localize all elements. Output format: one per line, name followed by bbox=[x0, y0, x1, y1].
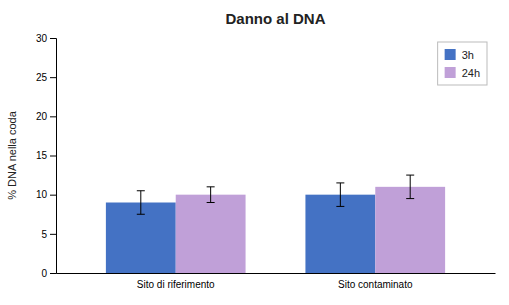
x-axis: Sito di riferimento Sito contaminato bbox=[57, 273, 496, 290]
marks bbox=[106, 175, 445, 273]
tick: 25 bbox=[36, 72, 56, 83]
legend-label: 24h bbox=[462, 67, 480, 79]
tick-label: 20 bbox=[36, 111, 48, 122]
tick: Sito contaminato bbox=[338, 273, 413, 290]
tick-mark bbox=[50, 77, 56, 78]
tick-mark bbox=[50, 234, 56, 235]
tick-label: 25 bbox=[36, 72, 48, 83]
y-axis-title: % DNA nella coda bbox=[6, 110, 18, 200]
legend: 3h 24h bbox=[438, 42, 487, 85]
legend-swatch bbox=[445, 67, 456, 78]
series-0 bbox=[106, 183, 375, 273]
tick-label: Sito contaminato bbox=[338, 279, 413, 290]
bar bbox=[176, 195, 246, 273]
plot-area: 0 5 10 15 20 25 30 Sito di riferimento Sito cont… bbox=[36, 33, 496, 290]
tick-mark bbox=[50, 116, 56, 117]
tick-label: 10 bbox=[36, 189, 48, 200]
error-bar bbox=[137, 191, 145, 215]
tick-label: 30 bbox=[36, 33, 48, 44]
y-axis: 0 5 10 15 20 25 30 bbox=[36, 33, 57, 279]
series-1 bbox=[176, 175, 445, 273]
legend-swatch bbox=[445, 49, 456, 60]
error-bar bbox=[406, 175, 414, 199]
tick-label: 5 bbox=[41, 229, 47, 240]
tick: 10 bbox=[36, 189, 56, 200]
tick-mark bbox=[50, 273, 56, 274]
tick-mark bbox=[50, 195, 56, 196]
tick: 5 bbox=[41, 229, 56, 240]
chart-container: Danno al DNA 0 5 10 15 20 25 30 Sito di riferime… bbox=[0, 0, 509, 305]
tick: 30 bbox=[36, 33, 56, 44]
tick: Sito di riferimento bbox=[137, 273, 215, 290]
tick-label: 15 bbox=[36, 150, 48, 161]
chart-title: Danno al DNA bbox=[225, 10, 325, 27]
tick: 20 bbox=[36, 111, 56, 122]
tick-label: Sito di riferimento bbox=[137, 279, 215, 290]
tick: 0 bbox=[41, 268, 56, 279]
legend-label: 3h bbox=[462, 49, 474, 61]
tick-mark bbox=[50, 156, 56, 157]
error-bar bbox=[207, 187, 215, 203]
tick: 15 bbox=[36, 150, 56, 161]
tick-label: 0 bbox=[41, 268, 47, 279]
axis-line bbox=[50, 39, 57, 274]
bar bbox=[375, 187, 445, 273]
legend-frame bbox=[438, 42, 487, 85]
chart-svg: Danno al DNA 0 5 10 15 20 25 30 Sito di riferime… bbox=[0, 0, 509, 305]
axis-line bbox=[57, 273, 496, 274]
tick-mark bbox=[50, 38, 56, 39]
error-bar bbox=[336, 183, 344, 207]
